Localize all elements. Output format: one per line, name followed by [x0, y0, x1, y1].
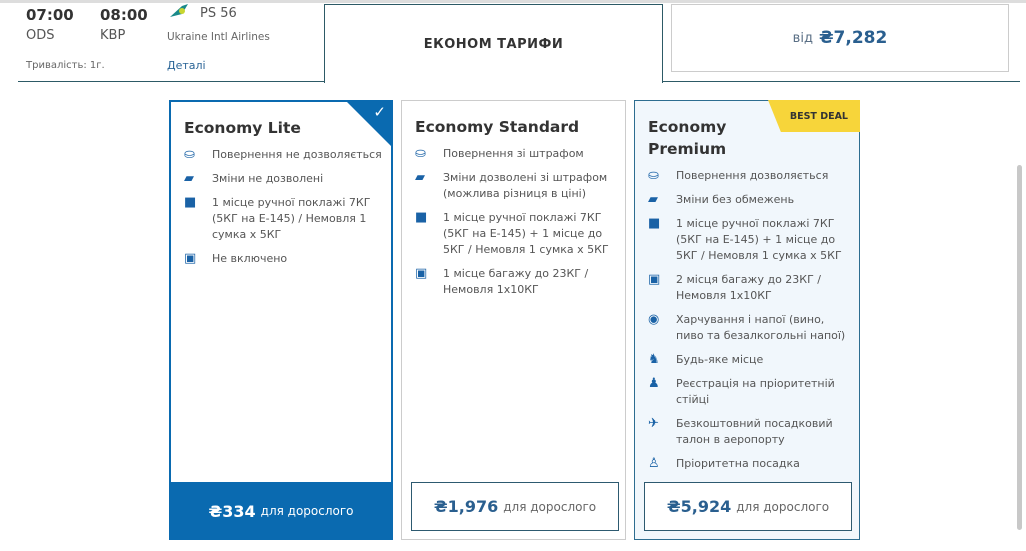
fare-card-economy-standard[interactable]: Economy Standard ⛀ Повернення зі штрафом … — [401, 100, 626, 540]
feature-item: ✈ Безкоштовний посадковий талон в аеропор… — [648, 416, 833, 446]
details-link[interactable]: Деталі — [167, 59, 206, 72]
luggage-icon: ▣ — [648, 272, 661, 287]
select-fare-button[interactable]: ₴334 для дорослого — [169, 482, 393, 540]
feature-item: ⛀ Повернення зі штрафом — [415, 146, 584, 161]
feature-item: ▰ Зміни дозволені зі штрафом (можлива різ… — [415, 170, 608, 200]
other-fare-price: ₴7,282 — [818, 28, 888, 48]
fare-price: ₴334 — [208, 501, 256, 521]
arrive-code: KBP — [100, 28, 126, 43]
selected-corner — [346, 101, 392, 147]
price-prefix: від — [792, 30, 813, 46]
depart-time: 07:00 — [26, 6, 74, 24]
fare-name: Economy Standard — [415, 118, 580, 136]
fare-price: ₴5,924 — [666, 497, 732, 516]
boarding-pass-icon: ✈ — [648, 416, 659, 431]
feature-item: ■ 1 місце ручної поклажі 7КГ (5КГ на E-14… — [415, 210, 609, 256]
ticket-change-icon: ▰ — [648, 192, 658, 207]
top-divider — [0, 0, 1026, 3]
feature-item: ♞ Будь-яке місце — [648, 352, 764, 367]
feature-item: ◉ Харчування і напої (вино, пиво та безал… — [648, 312, 846, 342]
luggage-icon: ▣ — [415, 266, 428, 281]
fare-price: ₴1,976 — [433, 497, 499, 516]
other-fare-panel — [662, 0, 1020, 82]
feature-item: ▣ 1 місце багажу до 23КГ / Немовля 1х10КГ — [415, 266, 589, 296]
feature-item: ▰ Зміни без обмежень — [648, 192, 795, 207]
refund-icon: ⛀ — [415, 146, 426, 161]
seat-icon: ♞ — [648, 352, 660, 367]
fare-name: Economy Premium — [648, 118, 727, 158]
select-fare-button[interactable]: ₴1,976 для дорослого — [411, 482, 619, 531]
fare-name: Economy Lite — [184, 119, 301, 137]
flight-summary: 07:00 08:00 ODS KBP PS 56 Ukraine Intl A… — [18, 0, 324, 82]
feature-item: ▰ Зміни не дозволені — [184, 171, 324, 186]
airline-logo-icon — [168, 3, 190, 17]
feature-item: ♙ Пріоритетна посадка — [648, 456, 800, 471]
select-fare-button[interactable]: ₴5,924 для дорослого — [644, 482, 852, 531]
airline-name: Ukraine Intl Airlines — [167, 31, 270, 43]
priority-boarding-icon: ♙ — [648, 456, 660, 471]
scrollbar[interactable] — [1017, 165, 1022, 530]
meal-icon: ◉ — [648, 312, 660, 327]
depart-code: ODS — [26, 28, 55, 43]
best-deal-badge: BEST DEAL — [768, 100, 860, 132]
ticket-change-icon: ▰ — [415, 170, 425, 185]
duration: Тривалість: 1г. — [26, 60, 105, 71]
feature-item: ♟ Реєстрація на пріоритетній стійці — [648, 376, 835, 406]
luggage-icon: ▣ — [184, 251, 197, 266]
feature-item: ▣ Не включено — [184, 251, 288, 266]
ticket-change-icon: ▰ — [184, 171, 194, 186]
flight-number: PS 56 — [200, 6, 237, 21]
feature-item: ■ 1 місце ручної поклажі 7КГ (5КГ на E-14… — [184, 195, 371, 241]
arrive-time: 08:00 — [100, 6, 148, 24]
hand-bag-icon: ■ — [184, 195, 197, 210]
price-suffix: для дорослого — [736, 499, 830, 514]
price-suffix: для дорослого — [260, 504, 354, 518]
refund-icon: ⛀ — [648, 168, 659, 183]
checkmark-icon: ✓ — [373, 103, 386, 121]
hand-bag-icon: ■ — [415, 210, 428, 225]
feature-item: ▣ 2 місця багажу до 23КГ / Немовля 1х10КГ — [648, 272, 822, 302]
refund-icon: ⛀ — [184, 147, 195, 162]
fare-card-economy-premium[interactable]: BEST DEAL Economy Premium ⛀ Повернення до… — [634, 100, 860, 540]
priority-checkin-icon: ♟ — [648, 376, 660, 391]
feature-item: ⛀ Повернення дозволяється — [648, 168, 829, 183]
hand-bag-icon: ■ — [648, 216, 661, 231]
other-fare-price-button[interactable]: від ₴7,282 — [671, 4, 1009, 72]
feature-item: ■ 1 місце ручної поклажі 7КГ (5КГ на E-14… — [648, 216, 842, 262]
feature-item: ⛀ Повернення не дозволяється — [184, 147, 382, 162]
fare-card-economy-lite[interactable]: ✓ Economy Lite ⛀ Повернення не дозволяєть… — [169, 100, 393, 540]
tab-economy-fares[interactable]: ЕКОНОМ ТАРИФИ — [324, 4, 663, 83]
price-suffix: для дорослого — [503, 499, 597, 514]
